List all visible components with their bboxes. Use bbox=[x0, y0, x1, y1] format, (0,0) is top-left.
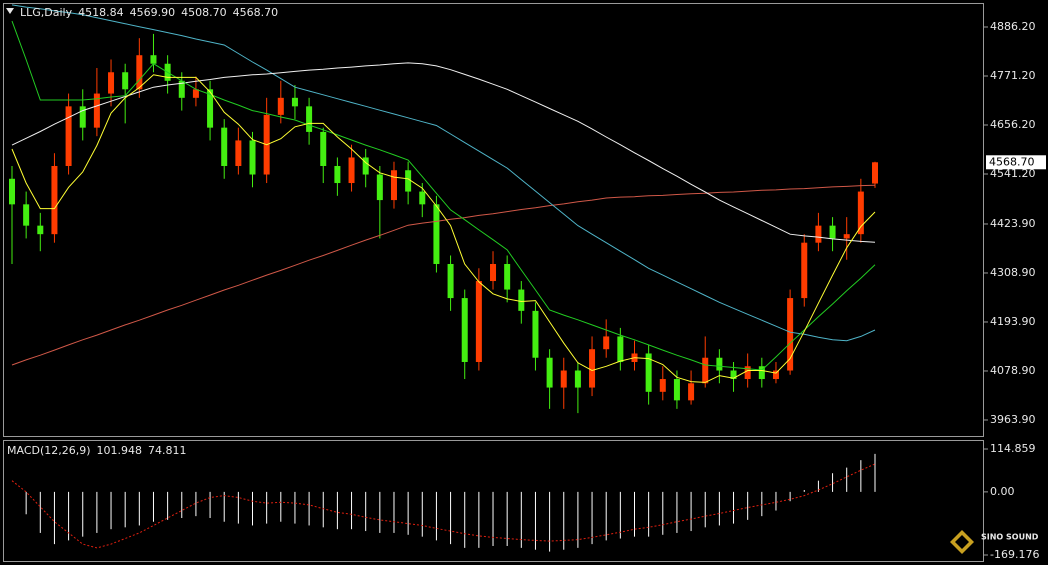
moving-average bbox=[11, 4, 876, 342]
price-label-box bbox=[986, 155, 1046, 170]
header-part: 4569.90 bbox=[130, 6, 176, 19]
chart-header: LLG,Daily 4518.84 4569.90 4508.70 4568.70 bbox=[20, 6, 278, 19]
candle-body bbox=[829, 225, 836, 239]
y-tick-label: 4656.20 bbox=[990, 118, 1036, 131]
y-tick-label: -169.176 bbox=[990, 548, 1039, 561]
watermark: SINO SOUND bbox=[981, 533, 1039, 542]
candle-body bbox=[334, 165, 341, 184]
candle-body bbox=[306, 106, 313, 132]
candle-body bbox=[447, 263, 454, 299]
candle-body bbox=[645, 353, 652, 392]
candle-body bbox=[603, 336, 610, 350]
candle-body bbox=[659, 379, 666, 392]
moving-average bbox=[11, 74, 876, 383]
candle-body bbox=[815, 225, 822, 243]
candle-body bbox=[79, 106, 86, 128]
macd-panel bbox=[3, 440, 984, 562]
candle-body bbox=[51, 165, 58, 235]
candle-body bbox=[787, 298, 794, 371]
candle-body bbox=[532, 310, 539, 358]
y-tick-label: 4423.90 bbox=[990, 217, 1036, 230]
candle-body bbox=[65, 106, 72, 166]
moving-average bbox=[11, 184, 876, 366]
header-part: 4518.84 bbox=[78, 6, 124, 19]
candle-body bbox=[192, 89, 199, 98]
y-tick-label: 4886.20 bbox=[990, 20, 1036, 33]
candle-body bbox=[673, 379, 680, 401]
candle-body bbox=[235, 140, 242, 166]
candle-body bbox=[23, 204, 30, 226]
header-part: 74.811 bbox=[148, 444, 187, 457]
main-panel bbox=[3, 3, 984, 437]
header-part: 4568.70 bbox=[233, 6, 279, 19]
y-tick-label: 4308.90 bbox=[990, 266, 1036, 279]
candle-body bbox=[574, 370, 581, 388]
candle-body bbox=[589, 349, 596, 388]
candle-body bbox=[872, 162, 878, 184]
candle-body bbox=[772, 370, 779, 380]
candle-body bbox=[518, 289, 525, 311]
candle-body bbox=[702, 357, 709, 384]
candle-body bbox=[93, 93, 100, 128]
candle-body bbox=[390, 170, 397, 201]
candle-body bbox=[291, 97, 298, 107]
y-tick-label: 4541.20 bbox=[990, 167, 1036, 180]
candle-body bbox=[843, 234, 850, 239]
candle-body bbox=[249, 140, 256, 175]
y-tick-label: 4078.90 bbox=[990, 364, 1036, 377]
header-part: MACD(12,26,9) bbox=[7, 444, 91, 457]
candle-body bbox=[9, 178, 15, 205]
watermark-logo bbox=[950, 530, 974, 554]
candle-body bbox=[405, 170, 412, 192]
candle-body bbox=[348, 157, 355, 184]
candle-body bbox=[461, 298, 468, 362]
header-part: LLG,Daily bbox=[20, 6, 73, 19]
candle-body bbox=[178, 80, 185, 98]
y-tick-label: 0.00 bbox=[990, 485, 1015, 498]
candle-body bbox=[560, 370, 567, 388]
candle-body bbox=[320, 131, 327, 166]
candle-body bbox=[277, 97, 284, 115]
menu-arrow bbox=[6, 8, 14, 14]
y-tick-label: 114.859 bbox=[990, 442, 1036, 455]
y-tick-label: 4193.90 bbox=[990, 315, 1036, 328]
candle-body bbox=[433, 204, 440, 264]
candle-body bbox=[504, 263, 511, 290]
header-part: 101.948 bbox=[97, 444, 143, 457]
y-tick-label: 3963.90 bbox=[990, 413, 1036, 426]
header-part: 4508.70 bbox=[181, 6, 227, 19]
candle-body bbox=[617, 336, 624, 362]
candle-body bbox=[221, 127, 228, 166]
candle-body bbox=[207, 89, 214, 128]
moving-average bbox=[11, 20, 876, 371]
candle-body bbox=[475, 281, 482, 362]
candle-body bbox=[419, 191, 426, 205]
candle-body bbox=[108, 72, 115, 94]
signal-line bbox=[11, 463, 876, 549]
candle-body bbox=[546, 357, 553, 388]
candle-body bbox=[150, 55, 157, 64]
candle-body bbox=[801, 242, 808, 299]
candle-body bbox=[688, 383, 695, 401]
price-label: 4568.70 bbox=[989, 155, 1035, 168]
candle-body bbox=[136, 55, 143, 90]
candle-body bbox=[376, 174, 383, 201]
candle-body bbox=[758, 366, 765, 380]
candle-body bbox=[122, 72, 129, 90]
y-tick-label: 4771.20 bbox=[990, 69, 1036, 82]
candle-body bbox=[857, 191, 864, 235]
moving-average bbox=[11, 62, 876, 243]
candle-body bbox=[362, 157, 369, 175]
candle-body bbox=[730, 370, 737, 380]
candle-body bbox=[744, 366, 751, 380]
candle-body bbox=[716, 357, 723, 371]
candle-body bbox=[37, 225, 44, 235]
candle-body bbox=[490, 263, 497, 282]
macd-header: MACD(12,26,9) 101.948 74.811 bbox=[7, 444, 187, 457]
